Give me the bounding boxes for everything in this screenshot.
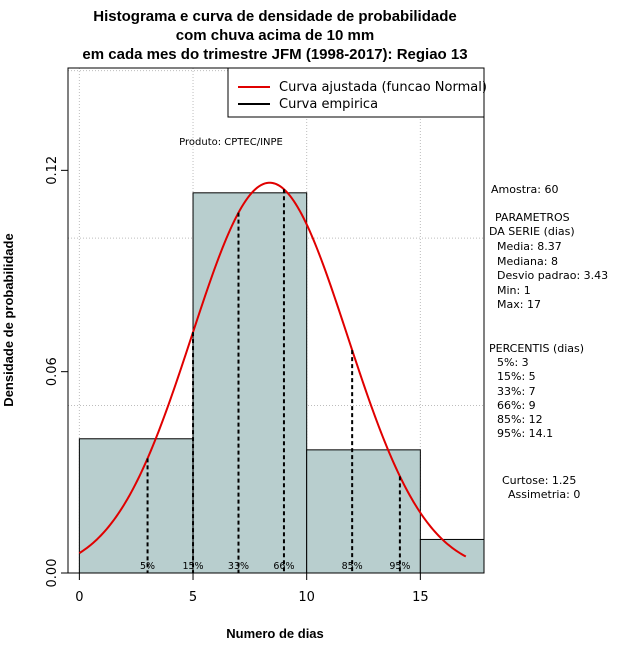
sample-size: Amostra: 60 (491, 183, 558, 196)
percentile-label-1: 15% (182, 561, 203, 572)
x-tick-label-1: 5 (189, 590, 197, 605)
percentis-title: PERCENTIS (dias) (489, 342, 584, 355)
y-tick-label-2: 0.12 (45, 156, 60, 185)
bars-layer (78, 192, 485, 574)
param-min: Min: 1 (497, 284, 531, 297)
chart-title-line-1: Histograma e curva de densidade de proba… (93, 8, 456, 25)
percentile-label-5: 95% (389, 561, 410, 572)
histogram-bar-1 (192, 192, 308, 574)
legend-label-fitted: Curva ajustada (funcao Normal) (279, 80, 487, 95)
histogram-bar-0 (78, 438, 194, 574)
percentil-5: 5%: 3 (497, 356, 529, 369)
params-subtitle: DA SERIE (dias) (489, 225, 575, 238)
percentile-label-2: 33% (228, 561, 249, 572)
histogram-bar-2 (306, 449, 421, 574)
percentile-label-4: 85% (342, 561, 363, 572)
param-desvio: Desvio padrao: 3.43 (497, 269, 608, 282)
param-mediana: Mediana: 8 (497, 255, 558, 268)
x-tick-label-0: 0 (75, 590, 83, 605)
histogram-bar-3 (419, 538, 485, 574)
product-annotation: Produto: CPTEC/INPE (179, 137, 283, 148)
percentile-label-0: 5% (140, 561, 155, 572)
params-title: PARAMETROS (495, 211, 570, 224)
assimetria: Assimetria: 0 (508, 488, 580, 501)
legend-label-empirical: Curva empirica (279, 97, 378, 112)
percentile-layer: 5% 15% 33% 66% 85% 95% (140, 189, 410, 573)
x-tick-label-2: 10 (298, 590, 315, 605)
y-axis: 0.00 0.06 0.12 (45, 156, 69, 588)
side-panel: Amostra: 60 PARAMETROS DA SERIE (dias) M… (489, 183, 608, 501)
percentile-label-3: 66% (273, 561, 294, 572)
param-max: Max: 17 (497, 298, 541, 311)
chart-title-line-3: em cada mes do trimestre JFM (1998-2017)… (82, 46, 467, 63)
percentil-15: 15%: 5 (497, 370, 536, 383)
x-axis: 0 5 10 15 (75, 572, 429, 605)
percentil-33: 33%: 7 (497, 385, 536, 398)
legend: Curva ajustada (funcao Normal) Curva emp… (227, 67, 487, 118)
y-axis-title: Densidade de probabilidade (1, 233, 16, 406)
chart-title-line-2: com chuva acima de 10 mm (176, 27, 374, 44)
legend-box (227, 67, 485, 118)
curve-layer (78, 181, 467, 558)
param-media: Media: 8.37 (497, 240, 562, 253)
x-axis-title: Numero de dias (226, 626, 324, 641)
fitted-normal-curve (78, 181, 467, 558)
percentil-66: 66%: 9 (497, 399, 536, 412)
percentil-85: 85%: 12 (497, 413, 543, 426)
percentil-95: 95%: 14.1 (497, 427, 553, 440)
curtose: Curtose: 1.25 (502, 474, 576, 487)
x-tick-label-3: 15 (412, 590, 429, 605)
y-tick-label-0: 0.00 (45, 559, 60, 588)
y-tick-label-1: 0.06 (45, 357, 60, 386)
